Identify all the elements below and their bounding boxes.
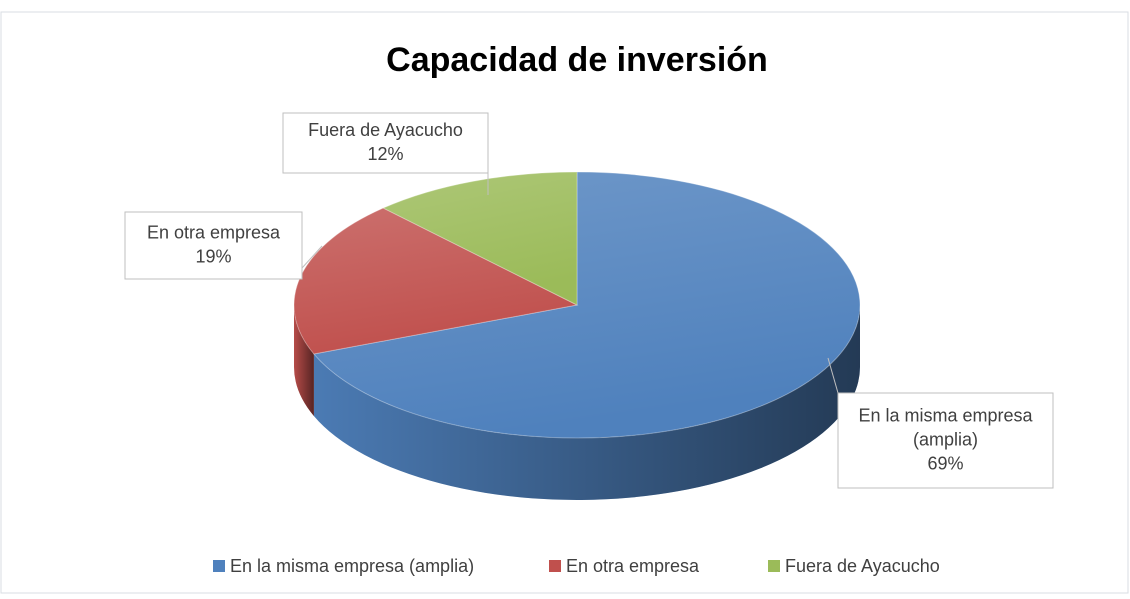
data-label-value: 19%	[195, 246, 231, 266]
slice-side-shade	[294, 305, 314, 416]
chart-title: Capacidad de inversión	[386, 41, 768, 79]
legend-swatch	[549, 560, 561, 572]
leader-line	[827, 357, 839, 394]
slice-side-shade	[313, 305, 860, 501]
data-label-category: En la misma empresa (amplia)	[858, 405, 1033, 449]
data-label-category-line: En la misma empresa	[858, 405, 1033, 425]
slice-highlight	[383, 172, 577, 305]
data-label-box	[837, 392, 1054, 489]
legend-label: En la misma empresa (amplia)	[230, 556, 474, 576]
data-label-box	[124, 211, 303, 280]
data-label-category: En otra empresa	[147, 222, 281, 242]
legend-label: Fuera de Ayacucho	[785, 556, 940, 576]
pie	[293, 171, 861, 501]
legend-swatch	[213, 560, 225, 572]
data-label-box	[282, 112, 489, 174]
data-label-category: Fuera de Ayacucho	[308, 120, 463, 140]
legend-label: En otra empresa	[566, 556, 700, 576]
slice-highlight	[294, 208, 577, 354]
data-label-value: 12%	[367, 144, 403, 164]
data-label-value: 69%	[927, 453, 963, 473]
slice-highlight	[313, 172, 860, 438]
legend-swatch	[768, 560, 780, 572]
leader-line	[301, 245, 323, 269]
data-label-category-line: (amplia)	[913, 429, 978, 449]
